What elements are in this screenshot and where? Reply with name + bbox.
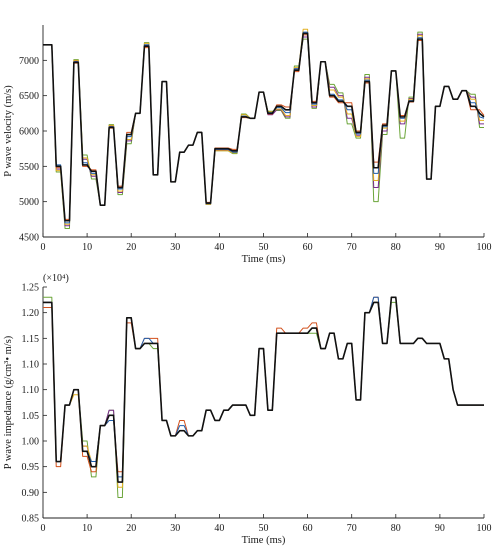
x-tick-label: 60 [303,523,313,534]
x-tick-label: 0 [41,523,46,534]
y-tick-label: 7000 [19,56,39,67]
x-tick-label: 20 [126,242,136,253]
y-tick-label: 0.85 [22,514,40,525]
series-line-4 [43,296,484,488]
x-tick-label: 80 [391,523,401,534]
x-tick-label: 10 [82,523,92,534]
y-tick-label: 0.95 [22,462,40,473]
x-tick-label: 90 [435,242,445,253]
y-tick-label: 1.20 [22,308,40,319]
y-tick-label: 1.05 [22,411,40,422]
x-tick-label: 70 [347,523,357,534]
series-line-5 [43,296,484,483]
x-tick-label: 10 [82,242,92,253]
y-axis-title: P wave velocity (m/s) [3,85,14,177]
y-tick-label: 1.00 [22,437,40,448]
y-tick-label: 1.10 [22,360,40,371]
y-tick-label: 1.10 [22,385,40,396]
y-tick-label: 6500 [19,91,39,102]
y-tick-label: 6000 [19,127,39,138]
chart-1: 0 10 20 30 40 50 60 70 80 90 100 4500 5000 5500 6000 65… [3,25,492,265]
scale-label: (×10⁴) [43,273,69,284]
series-line-1 [43,32,485,222]
y-tick-label: 1.25 [22,283,40,294]
x-tick-label: 50 [259,242,269,253]
x-tick-label: 50 [259,523,269,534]
x-axis-title: Time (ms) [242,535,286,546]
y-tick-label: 5000 [19,197,39,208]
series-line-3 [43,296,484,473]
series-line-1 [43,296,484,483]
series-line-2 [43,296,484,478]
y-tick-label: 0.90 [22,488,40,499]
x-tick-label: 90 [435,523,445,534]
x-tick-label: 0 [41,242,46,253]
y-tick-label: 1.15 [22,334,40,345]
y-axis-title: P wave impedance (g/cm³• m/s) [3,335,14,469]
x-tick-label: 30 [170,242,180,253]
x-tick-label: 100 [477,242,492,253]
x-tick-label: 60 [303,242,313,253]
x-tick-label: 80 [391,242,401,253]
x-tick-label: 30 [170,523,180,534]
x-tick-label: 40 [214,523,224,534]
x-tick-label: 40 [214,242,224,253]
y-tick-label: 4500 [19,233,39,244]
x-tick-label: 70 [347,242,357,253]
x-tick-label: 20 [126,523,136,534]
y-tick-label: 5500 [19,162,39,173]
x-axis-title: Time (ms) [242,254,286,265]
chart-2: 0 10 20 30 40 50 60 70 80 90 100 0.85 0.90 0.95 1.00 1.… [3,273,492,546]
x-tick-label: 100 [477,523,492,534]
series-line-6 [43,296,484,498]
